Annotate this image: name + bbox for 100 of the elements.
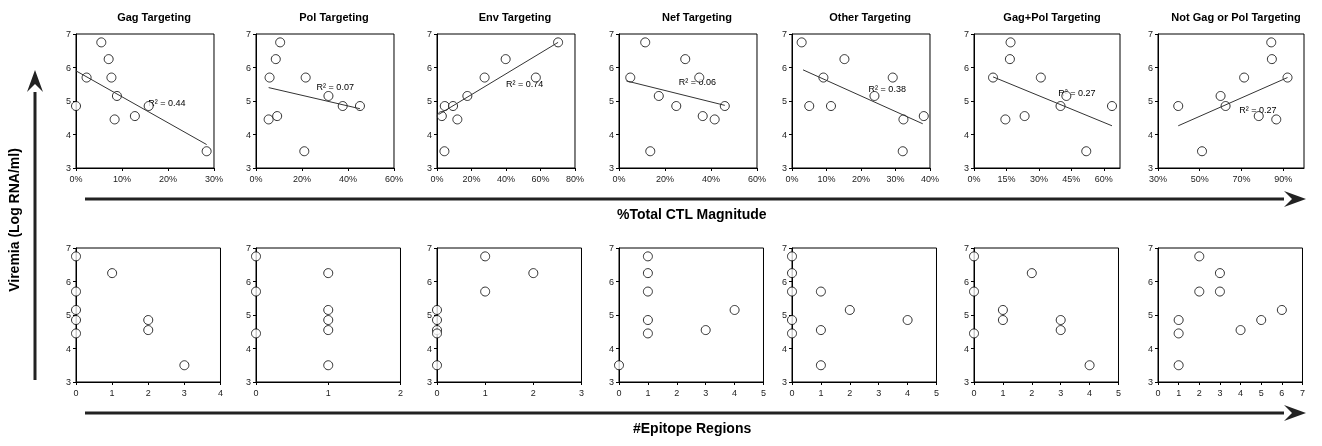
x-tick-label: 1 (109, 387, 115, 398)
x-tick-label: 4 (217, 387, 224, 398)
x-tick-label: 2 (397, 387, 404, 398)
x-tick-label: 30% (886, 173, 905, 184)
y-tick-label: 7 (245, 29, 251, 39)
x-tick-label: 3 (181, 387, 187, 398)
x-tick-label: 20% (462, 173, 481, 184)
annotation: R² = 0.74 (506, 78, 544, 89)
y-tick-label: 6 (65, 276, 71, 287)
y-tick-label: 3 (65, 163, 71, 173)
x-tick-label: 2 (847, 387, 853, 398)
x-tick-label: 60% (531, 173, 550, 184)
y-tick-label: 5 (65, 310, 71, 320)
y-tick-label: 7 (963, 29, 969, 39)
y-tick-label: 3 (245, 377, 251, 387)
y-tick-label: 6 (963, 62, 969, 73)
y-tick-label: 6 (245, 276, 251, 287)
x-tick-label: 4 (1238, 387, 1244, 398)
x-tick-label: 20% (655, 173, 675, 184)
y-tick-label: 3 (963, 377, 969, 387)
x-tick-label: 4 (732, 387, 738, 398)
x-tick-label: 60% (384, 173, 403, 184)
y-tick-label: 3 (245, 163, 251, 173)
y-tick-label: 6 (245, 62, 251, 73)
chart-title: Not Gag or Pol Targeting (1171, 10, 1301, 23)
x-axis-title: #Epitope Regions (633, 420, 752, 436)
y-tick-label: 5 (1147, 310, 1153, 320)
y-tick-label: 5 (245, 96, 251, 106)
x-tick-label: 2 (530, 387, 536, 398)
y-tick-label: 3 (608, 163, 614, 173)
chart-title: Pol Targeting (299, 10, 369, 23)
x-tick-label: 1 (1176, 387, 1182, 398)
y-tick-label: 7 (781, 29, 787, 39)
chart-title: Gag Targeting (117, 10, 191, 23)
y-tick-label: 3 (608, 377, 614, 387)
chart-title: Gag+Pol Targeting (1003, 10, 1101, 23)
x-tick-label: 2 (145, 387, 151, 398)
y-tick-label: 6 (1147, 62, 1153, 73)
annotation: R² = 0.27 (1239, 104, 1277, 115)
x-tick-label: 3 (703, 387, 709, 398)
y-tick-label: 6 (781, 62, 787, 73)
y-tick-label: 6 (608, 276, 614, 287)
y-tick-label: 6 (963, 276, 969, 287)
x-tick-label: 0 (971, 387, 977, 398)
y-tick-label: 7 (65, 29, 71, 39)
x-tick-label: 5 (760, 387, 767, 398)
x-tick-label: 0% (69, 173, 83, 184)
x-tick-label: 40% (338, 173, 357, 184)
x-tick-label: 0 (789, 387, 795, 398)
y-tick-label: 4 (1147, 343, 1153, 354)
x-tick-label: 20% (292, 173, 312, 184)
y-tick-label: 3 (1147, 163, 1153, 173)
annotation: R² = 0.07 (316, 81, 354, 92)
y-tick-label: 7 (963, 243, 969, 253)
y-tick-label: 4 (963, 343, 969, 354)
x-tick-label: 45% (1062, 173, 1081, 184)
y-tick-label: 7 (608, 243, 614, 253)
y-tick-label: 3 (781, 377, 787, 387)
y-tick-label: 5 (781, 310, 787, 320)
x-tick-label: 2 (1029, 387, 1035, 398)
y-tick-label: 4 (426, 129, 432, 140)
y-tick-label: 4 (245, 343, 251, 354)
x-tick-label: 2 (674, 387, 680, 398)
x-tick-label: 20% (851, 173, 870, 184)
x-tick-label: 30% (1148, 173, 1168, 184)
y-tick-label: 6 (781, 276, 787, 287)
chart-title: Nef Targeting (661, 10, 733, 23)
y-tick-label: 6 (65, 62, 71, 73)
y-tick-label: 6 (426, 276, 432, 287)
x-tick-label: 15% (997, 173, 1016, 184)
x-tick-label: 40% (701, 173, 720, 184)
y-tick-label: 6 (426, 62, 432, 73)
x-tick-label: 3 (578, 387, 585, 398)
x-tick-label: 3 (1058, 387, 1064, 398)
y-tick-label: 4 (65, 343, 71, 354)
y-tick-label: 6 (1147, 276, 1153, 287)
y-tick-label: 3 (426, 163, 432, 173)
y-tick-label: 5 (1147, 96, 1153, 106)
y-tick-label: 4 (1147, 129, 1153, 140)
x-tick-label: 1 (482, 387, 488, 398)
y-tick-label: 3 (426, 377, 432, 387)
x-tick-label: 5 (1258, 387, 1264, 398)
y-tick-label: 5 (608, 310, 614, 320)
x-tick-label: 0 (253, 387, 259, 398)
y-tick-label: 4 (608, 129, 614, 140)
x-tick-label: 30% (204, 173, 223, 184)
y-tick-label: 4 (781, 343, 787, 354)
x-axis-title: %Total CTL Magnitude (617, 206, 767, 222)
annotation: R² = 0.44 (148, 97, 186, 108)
chart-title: Env Targeting (478, 10, 552, 23)
x-tick-label: 1 (645, 387, 651, 398)
x-tick-label: 20% (158, 173, 177, 184)
y-tick-label: 3 (65, 377, 71, 387)
x-tick-label: 70% (1232, 173, 1251, 184)
x-tick-label: 90% (1274, 173, 1293, 184)
y-tick-label: 3 (963, 163, 969, 173)
y-tick-label: 5 (426, 96, 432, 106)
x-tick-label: 50% (1190, 173, 1209, 184)
x-tick-label: 30% (1029, 173, 1048, 184)
x-tick-label: 10% (817, 173, 836, 184)
